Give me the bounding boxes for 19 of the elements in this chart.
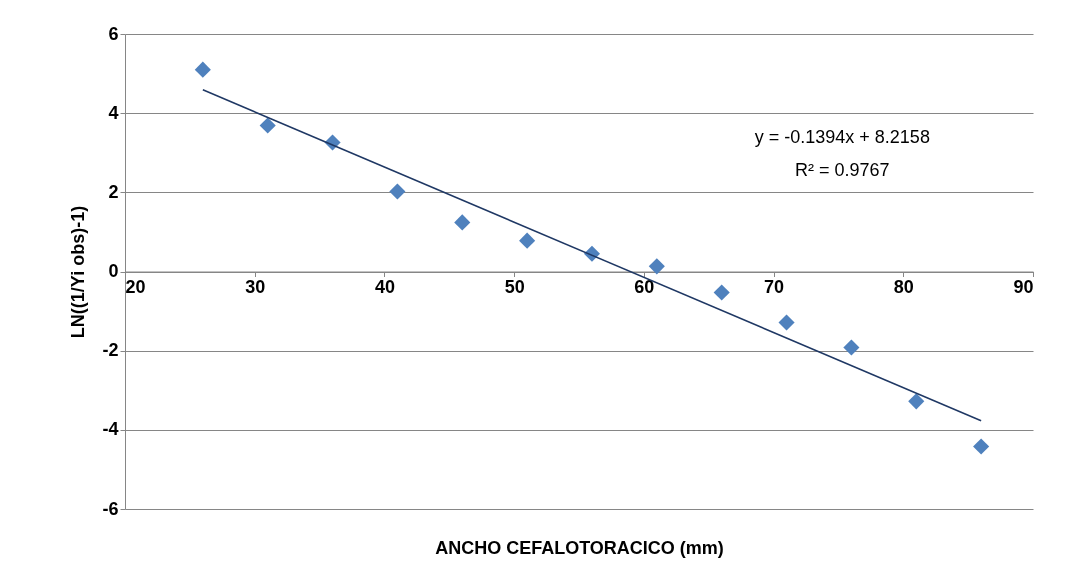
- x-tick-label: 60: [634, 277, 655, 297]
- y-tick-label: 4: [108, 102, 119, 123]
- x-tick-label: 20: [125, 277, 146, 297]
- x-axis-title: ANCHO CEFALOTORACICO (mm): [435, 537, 724, 558]
- x-tick-label: 40: [374, 277, 395, 297]
- y-tick-label: 6: [108, 23, 119, 44]
- annotation: y = -0.1394x + 8.2158: [754, 127, 930, 147]
- x-tick-label: 30: [245, 277, 266, 297]
- annotation: R² = 0.9767: [795, 160, 890, 180]
- x-tick-label: 50: [504, 277, 525, 297]
- y-tick-label: 2: [108, 181, 119, 202]
- y-tick-label: -6: [102, 498, 119, 519]
- y-tick-label: -2: [102, 340, 119, 361]
- y-tick-label: -4: [102, 419, 119, 440]
- y-axis-title: LN((1/Yi obs)-1): [68, 205, 89, 339]
- y-tick-label: 0: [108, 261, 119, 281]
- x-tick-label: 70: [764, 277, 785, 297]
- x-tick-label: 80: [893, 277, 914, 297]
- x-tick-label: 90: [1013, 277, 1034, 297]
